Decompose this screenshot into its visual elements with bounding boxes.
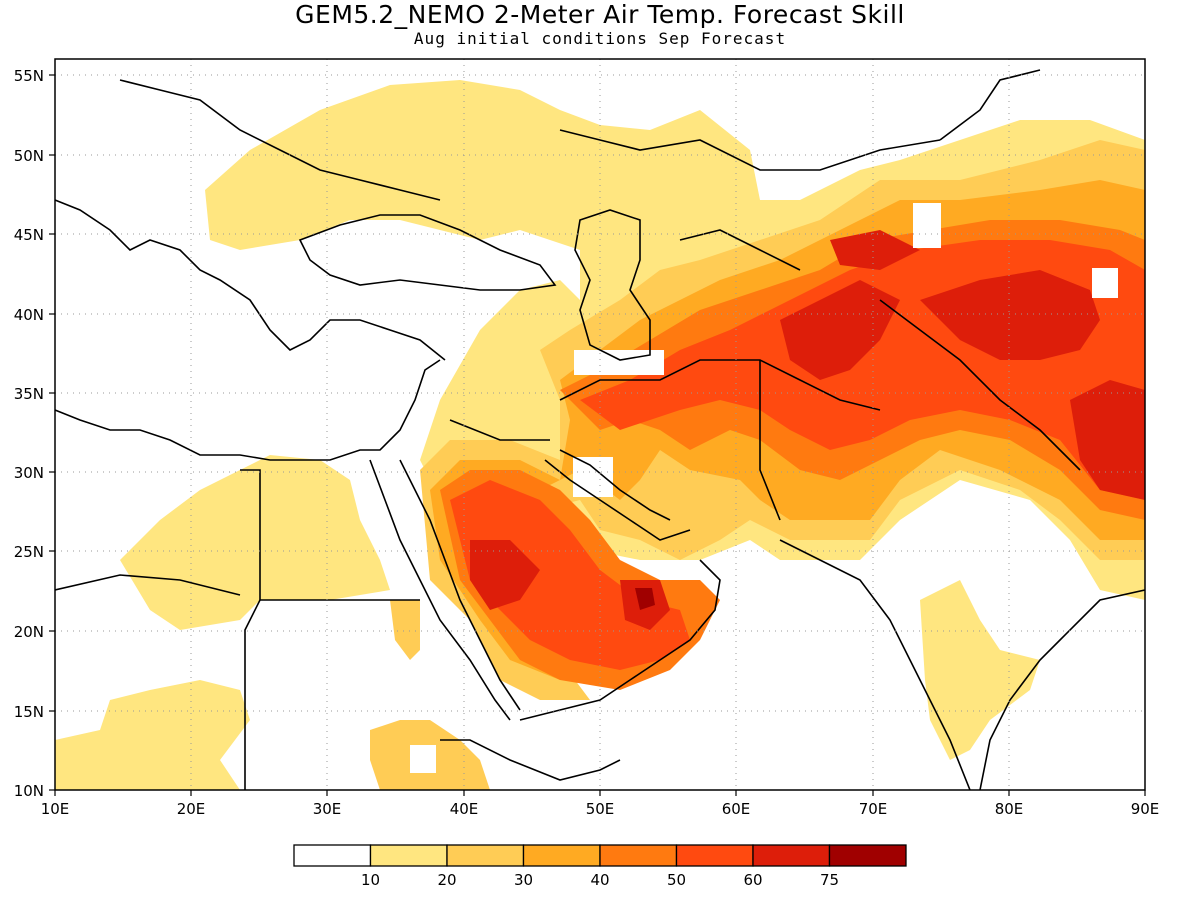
- colorbar-label: 10: [361, 871, 380, 889]
- colorbar-label: 30: [514, 871, 533, 889]
- x-tick-label: 60E: [722, 800, 751, 818]
- skill-region-l6c: [780, 280, 900, 380]
- x-tick-label: 30E: [313, 800, 342, 818]
- colorbar-swatch: [599, 844, 678, 867]
- skill-region-l5: [450, 480, 690, 670]
- skill-region-africa-south: [55, 680, 250, 790]
- coastlines: [55, 69, 1145, 790]
- y-tick-label: 40N: [14, 306, 44, 324]
- y-tick-label: 45N: [14, 226, 44, 244]
- y-tick-label: 20N: [14, 623, 44, 641]
- colorbar-swatch: [369, 844, 448, 867]
- x-tick-label: 80E: [995, 800, 1024, 818]
- colorbar-label: 40: [590, 871, 609, 889]
- skill-shading: [55, 80, 1145, 790]
- colorbar-swatch: [446, 844, 525, 867]
- skill-region-l6d: [920, 270, 1100, 360]
- colorbar-label: 60: [743, 871, 762, 889]
- colorbar-swatch: [675, 844, 754, 867]
- y-tick-label: 10N: [14, 782, 44, 800]
- y-ticks: [49, 74, 55, 791]
- mask-hole: [573, 457, 613, 497]
- colorbar-label: 20: [437, 871, 456, 889]
- skill-region-l6e: [1070, 380, 1145, 500]
- colorbar-swatch: [522, 844, 601, 867]
- map-title: GEM5.2_NEMO 2-Meter Air Temp. Forecast S…: [295, 0, 905, 29]
- x-tick-label: 20E: [177, 800, 206, 818]
- x-ticks: [54, 790, 1146, 796]
- skill-region-l6a: [470, 540, 540, 610]
- skill-region-redsea: [390, 600, 420, 660]
- colorbar: 10 20 30 40 50 60 75: [293, 844, 907, 889]
- y-tick-label: 55N: [14, 67, 44, 85]
- y-tick-label: 30N: [14, 464, 44, 482]
- colorbar-label: 50: [667, 871, 686, 889]
- y-tick-label: 25N: [14, 543, 44, 561]
- mask-hole: [913, 203, 941, 248]
- x-tick-label: 10E: [41, 800, 70, 818]
- mask-hole: [410, 745, 436, 773]
- x-tick-label: 40E: [450, 800, 479, 818]
- y-tick-labels: 10N 15N 20N 25N 30N 35N 40N 45N 50N 55N: [14, 67, 44, 800]
- colorbar-label: 75: [820, 871, 839, 889]
- skill-region-l6f: [830, 230, 920, 270]
- colorbar-swatch: [293, 844, 372, 867]
- y-tick-label: 15N: [14, 703, 44, 721]
- y-tick-label: 35N: [14, 385, 44, 403]
- x-tick-label: 70E: [859, 800, 888, 818]
- skill-region-africa-west: [120, 455, 390, 630]
- colorbar-swatch: [752, 844, 831, 867]
- mask-hole: [574, 350, 664, 375]
- x-tick-labels: 10E 20E 30E 40E 50E 60E 70E 80E 90E: [41, 800, 1160, 818]
- skill-region-l7: [635, 588, 655, 610]
- x-tick-label: 50E: [586, 800, 615, 818]
- mask-hole: [1092, 268, 1118, 298]
- x-tick-label: 90E: [1131, 800, 1160, 818]
- y-tick-label: 50N: [14, 147, 44, 165]
- map-subtitle: Aug initial conditions Sep Forecast: [413, 29, 787, 48]
- colorbar-swatch: [828, 844, 907, 867]
- skill-region-india: [920, 580, 1040, 760]
